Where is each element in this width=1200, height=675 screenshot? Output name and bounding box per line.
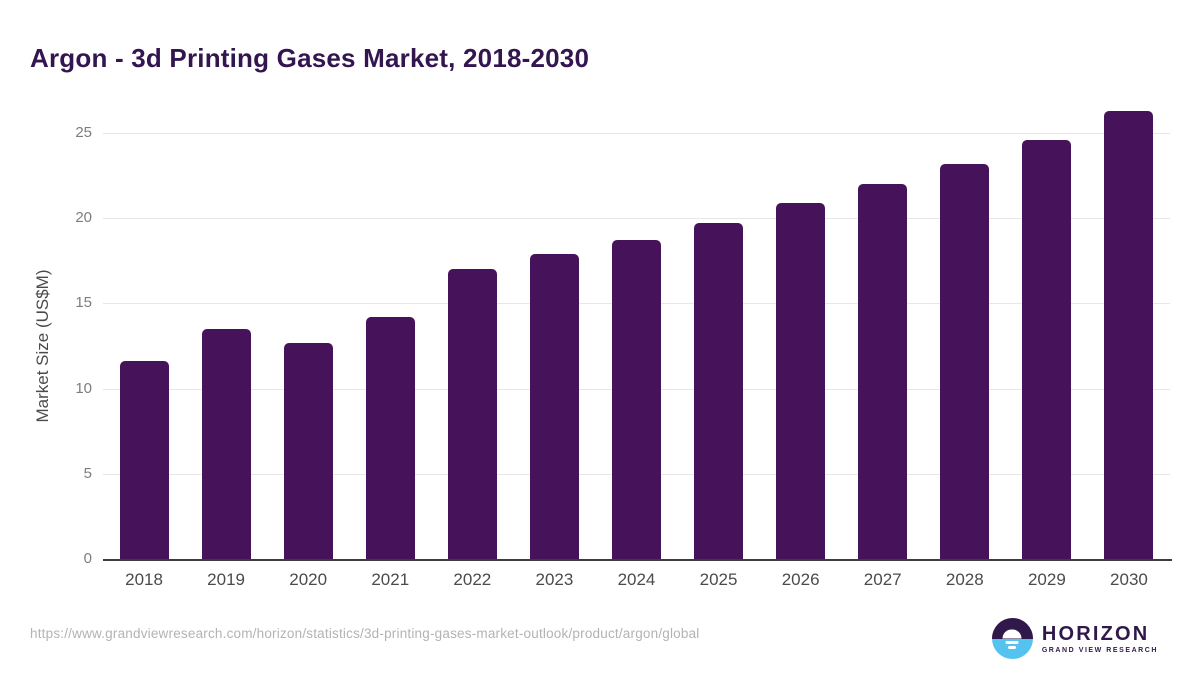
logo-reflection-line <box>1008 646 1017 649</box>
y-tick-0: 0 <box>83 550 92 567</box>
bar-2019[interactable] <box>201 328 251 559</box>
x-tick-2019: 2019 <box>207 570 245 589</box>
x-tick-2024: 2024 <box>617 570 656 589</box>
bar-2018[interactable] <box>119 361 169 559</box>
x-tick-2025: 2025 <box>699 570 738 589</box>
bar-2024[interactable] <box>612 240 661 559</box>
y-axis-title: Market Size (US$M) <box>33 269 52 423</box>
bar-2030[interactable] <box>1104 110 1154 559</box>
horizon-logo: HORIZON GRAND VIEW RESEARCH <box>991 618 1158 659</box>
logo-sea <box>991 638 1033 659</box>
bar-2028[interactable] <box>940 163 990 559</box>
chart-title: Argon - 3d Printing Gases Market, 2018-2… <box>30 43 590 74</box>
bar-2022[interactable] <box>447 269 497 559</box>
plot-area: Market Size (US$M) 0 5 10 15 20 25 2018 2019 202… <box>33 110 1172 589</box>
logo-tagline: GRAND VIEW RESEARCH <box>1041 646 1158 654</box>
x-tick-2021: 2021 <box>371 570 410 589</box>
bar-2023[interactable] <box>529 253 579 559</box>
bar-2027[interactable] <box>858 184 908 559</box>
logo-name: HORIZON <box>1041 622 1150 645</box>
gridline-20 <box>103 218 1170 220</box>
y-tick-10: 10 <box>75 379 92 397</box>
x-tick-2028: 2028 <box>945 570 984 589</box>
x-tick-2026: 2026 <box>781 570 820 589</box>
logo-sun <box>1002 629 1022 639</box>
bar-2029[interactable] <box>1022 139 1072 559</box>
logo-sky <box>991 618 1033 639</box>
x-tick-2023: 2023 <box>535 570 574 589</box>
logo-reflection-line <box>1005 641 1019 644</box>
x-tick-2027: 2027 <box>863 570 902 589</box>
bar-2020[interactable] <box>283 342 333 559</box>
gridline-25 <box>103 133 1170 134</box>
y-tick-20: 20 <box>75 209 92 227</box>
x-tick-2030: 2030 <box>1110 570 1148 589</box>
x-tick-2018: 2018 <box>125 570 163 589</box>
y-tick-15: 15 <box>75 294 92 312</box>
x-tick-2029: 2029 <box>1027 570 1066 589</box>
y-tick-5: 5 <box>83 464 92 482</box>
bar-2021[interactable] <box>365 317 415 559</box>
logo-text: HORIZON GRAND VIEW RESEARCH <box>1042 624 1158 654</box>
x-axis-line <box>103 559 1172 561</box>
source-url: https://www.grandviewresearch.com/horizo… <box>30 626 700 641</box>
x-tick-2022: 2022 <box>453 570 492 589</box>
horizon-sun-circle-icon <box>991 618 1033 659</box>
bar-2026[interactable] <box>776 202 826 559</box>
bar-2025[interactable] <box>694 223 744 559</box>
x-tick-2020: 2020 <box>289 570 328 589</box>
y-tick-25: 25 <box>75 124 92 141</box>
